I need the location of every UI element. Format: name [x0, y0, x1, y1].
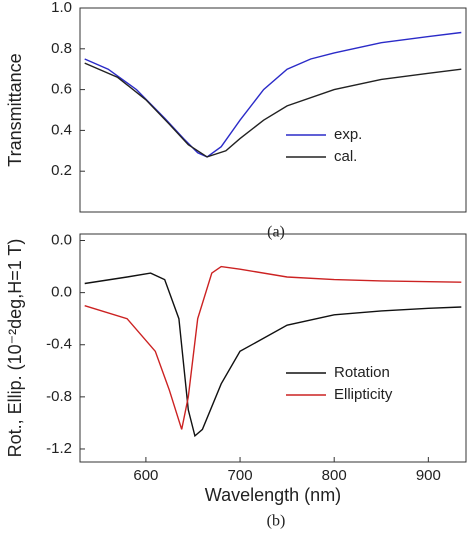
y-axis-label: Rot., Ellip. (10⁻²deg,H=1 T)	[5, 239, 25, 458]
y-tick-label: 0.0	[51, 231, 72, 248]
panel-caption: (a)	[267, 224, 285, 241]
data-line	[84, 62, 462, 158]
data-line	[84, 265, 462, 430]
y-axis-label: Transmittance	[5, 53, 25, 166]
y-tick-label: -1.2	[46, 440, 72, 457]
y-tick-label: 0.2	[51, 162, 72, 179]
x-tick-label: 900	[416, 467, 441, 484]
legend-label: Rotation	[334, 364, 390, 381]
x-axis-label: Wavelength (nm)	[205, 485, 341, 505]
legend-label: Ellipticity	[334, 386, 393, 403]
legend-label: cal.	[334, 148, 357, 165]
y-tick-label: -0.8	[46, 388, 72, 405]
y-tick-label: -0.4	[46, 336, 72, 353]
data-line	[84, 272, 462, 438]
panel-caption: (b)	[267, 513, 286, 530]
y-tick-label: 0.6	[51, 81, 72, 98]
plot-frame	[79, 233, 467, 463]
plot-frame	[79, 7, 467, 213]
legend-label: exp.	[334, 126, 362, 143]
y-tick-label: 0.4	[51, 121, 72, 138]
x-tick-label: 800	[322, 467, 347, 484]
x-tick-label: 600	[133, 467, 158, 484]
data-line	[84, 31, 462, 158]
y-tick-label: 1.0	[51, 0, 72, 16]
y-tick-label: 0.8	[51, 40, 72, 57]
x-tick-label: 700	[228, 467, 253, 484]
y-tick-label: 0.0	[51, 284, 72, 301]
